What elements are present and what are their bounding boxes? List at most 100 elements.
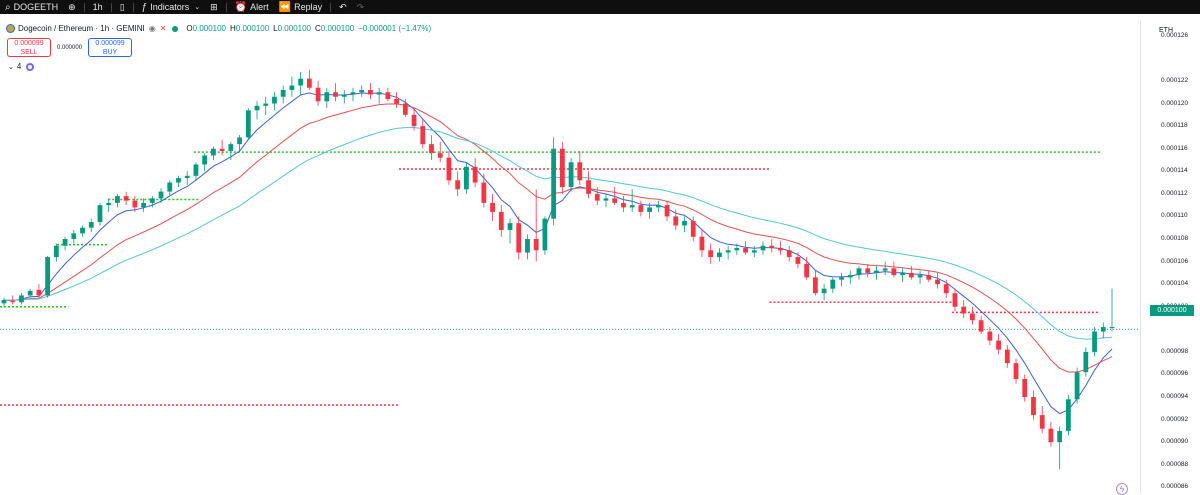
candle-body — [446, 157, 452, 181]
candle-body — [559, 148, 565, 188]
candle-body — [943, 284, 949, 294]
candle-body — [786, 250, 792, 258]
candle-body — [804, 263, 810, 278]
replay-button[interactable]: ⏪ Replay — [274, 0, 327, 14]
candle-body — [19, 295, 24, 303]
low-value: 0.000100 — [277, 24, 311, 33]
chevron-down-icon: ⌄ — [8, 63, 14, 71]
candle-body — [621, 202, 626, 208]
candle-body — [272, 96, 277, 104]
candle-body — [437, 153, 443, 158]
symbol-label: DOGEETH — [13, 2, 59, 12]
candle-body — [429, 144, 434, 154]
candle-body — [760, 245, 766, 251]
alert-button[interactable]: ⏰ Alert — [230, 0, 274, 14]
candle-body — [769, 245, 775, 249]
search-icon: ⌕ — [5, 1, 11, 13]
redo-button[interactable]: ↷ — [352, 0, 370, 14]
layouts-button[interactable]: ⊞ — [205, 0, 223, 14]
chevron-down-icon: ⌄ — [194, 4, 201, 11]
candle-body — [935, 279, 940, 285]
sell-button[interactable]: 0.000099 SELL — [7, 38, 51, 57]
candle-body — [1022, 378, 1028, 398]
candle-body — [551, 148, 557, 219]
indicator-count: 4 — [16, 62, 22, 71]
lightning-icon[interactable]: ϟ — [1116, 483, 1128, 495]
candle-body — [525, 239, 530, 253]
candle-body — [123, 196, 129, 201]
candle-body — [245, 110, 251, 138]
rewind-icon: ⏪ — [278, 1, 292, 13]
indicator-settings-icon[interactable] — [26, 62, 35, 71]
buy-label: BUY — [102, 48, 118, 56]
symbol-search-button[interactable]: ⌕ DOGEETH — [0, 0, 63, 14]
market-status-dot — [172, 25, 179, 32]
currency-label: ETH — [1159, 27, 1173, 34]
candle-body — [708, 250, 714, 258]
price-tick-label: 0.000120 — [1161, 99, 1189, 107]
candle-body — [10, 301, 16, 303]
candle-body — [900, 272, 906, 276]
candle-body — [62, 239, 68, 246]
price-tick-label: 0.000086 — [1161, 483, 1189, 491]
candle-body — [80, 227, 85, 234]
candle-body — [970, 313, 975, 321]
candle-body — [1092, 331, 1097, 352]
price-tick-label: 0.000108 — [1161, 235, 1189, 242]
moving-average-line — [3, 92, 1113, 415]
interval-button[interactable]: 1h — [88, 0, 108, 14]
candle-body — [655, 205, 661, 208]
price-chart[interactable] — [0, 20, 1140, 493]
price-tick-label: 0.000092 — [1161, 415, 1189, 423]
compare-symbol-button[interactable]: ⊕ — [63, 0, 81, 14]
close-icon[interactable]: ✕ — [159, 24, 167, 33]
candle-body — [751, 250, 757, 253]
chart-type-button[interactable]: ▯ — [115, 0, 130, 14]
candle-body — [734, 248, 740, 251]
candle-body — [359, 89, 365, 93]
candle-body — [830, 279, 836, 289]
eye-icon[interactable]: ◉ — [148, 24, 156, 33]
candle-body — [542, 218, 548, 251]
candle-body — [341, 94, 347, 97]
candle-body — [368, 89, 373, 95]
candle-body — [629, 205, 635, 208]
symbol-title[interactable]: Dogecoin / Ethereum · 1h · GEMINI — [18, 24, 145, 33]
price-tick-label: 0.000126 — [1161, 31, 1189, 39]
candle-body — [193, 164, 199, 176]
candle-body — [647, 207, 653, 212]
indicators-label: Indicators — [150, 2, 190, 12]
dogecoin-logo-icon — [6, 24, 15, 33]
price-tick-label: 0.000096 — [1161, 370, 1189, 378]
price-tick-label: 0.000114 — [1161, 167, 1188, 175]
candle-body — [36, 289, 42, 296]
candle-body — [1083, 351, 1089, 373]
close-key: C — [315, 24, 321, 33]
candle-body — [289, 85, 295, 90]
indicators-toggle[interactable]: ⌄ 4 — [8, 62, 35, 71]
undo-icon: ↶ — [339, 1, 347, 12]
buy-button[interactable]: 0.000099 BUY — [88, 38, 133, 57]
candle-body — [106, 202, 112, 206]
alarm-clock-icon: ⏰ — [234, 1, 248, 13]
candle-body — [176, 178, 181, 183]
candle-body — [385, 92, 391, 100]
undo-button[interactable]: ↶ — [334, 0, 352, 14]
candle-body — [516, 223, 522, 253]
candle-body — [71, 233, 77, 240]
price-tick-label: 0.000088 — [1161, 460, 1189, 468]
indicators-button[interactable]: ƒ Indicators ⌄ — [137, 0, 205, 14]
candle-body — [376, 92, 382, 95]
candle-body — [167, 182, 173, 192]
price-axis[interactable]: ETH 0.000126 0.000122 0.000120 0.000118 0.00… — [1140, 20, 1200, 493]
candle-body — [1109, 327, 1115, 329]
candle-body — [394, 99, 399, 104]
candle-body — [481, 182, 487, 203]
candle-body — [97, 205, 103, 223]
candle-body — [45, 257, 51, 296]
candle-body — [219, 148, 225, 151]
candle-body — [350, 92, 356, 95]
candle-body — [839, 277, 844, 280]
replay-label: Replay — [294, 2, 323, 12]
